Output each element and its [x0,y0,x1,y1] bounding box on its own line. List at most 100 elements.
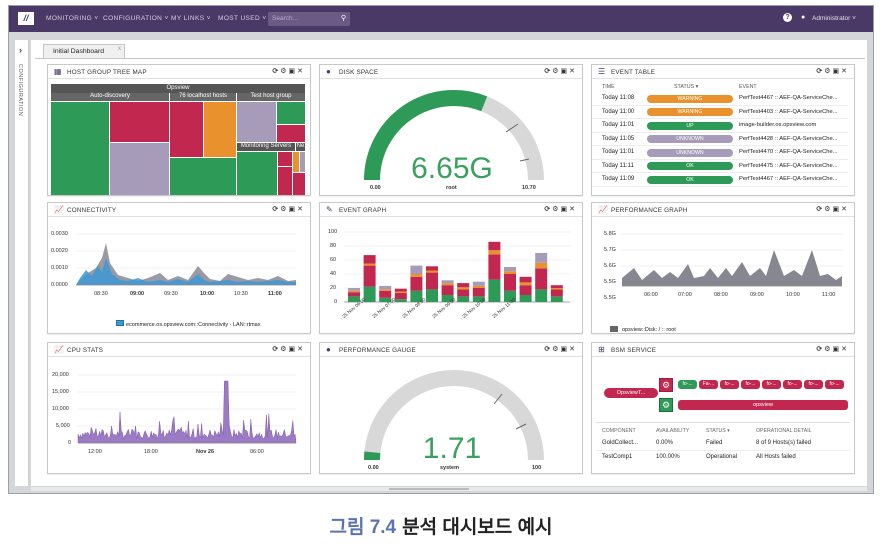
nav-my-links[interactable]: MY LINKS ˅ [171,15,211,22]
gauge-min: 0.00 [368,465,379,471]
bsm-chip[interactable]: fo-... [804,380,823,389]
treemap-cell[interactable] [51,102,109,195]
nav-monitoring[interactable]: MONITORING ˅ [46,15,99,22]
widget-tools[interactable]: ⟳⚙▣✕ [544,206,577,213]
treemap-cell[interactable] [277,102,305,124]
search-icon[interactable]: ⚲ [340,15,346,22]
widget-header: ☰ EVENT TABLE ⟳⚙▣✕ [592,65,854,79]
event-bar-segment [363,255,376,264]
event-name[interactable]: PerfTest4403 :: AEF-QA-ServiceChe... [739,108,838,115]
event-row[interactable]: Today 11:01 UNKNOWN PerfTest4470 :: AEF-QA… [592,146,848,160]
treemap-group-monitoring[interactable]: Monitoring Servers [237,143,295,151]
chevron-right-icon[interactable]: › [19,45,22,55]
col-component[interactable]: COMPONENT [602,428,636,434]
event-row[interactable]: Today 11:00 WARNING PerfTest4403 :: AEF-QA… [592,106,848,119]
user-menu[interactable]: Administrator ˅ [812,15,856,22]
tab-close-icon[interactable]: x [118,46,121,52]
event-name[interactable]: PerfTest4467 :: AEF-QA-ServiceChe... [739,176,838,182]
widget-header: ⊞ BSM SERVICE ⟳⚙▣✕ [592,343,854,357]
event-bar-segment [348,290,360,293]
bsm-node-bar[interactable]: opsview [678,400,848,410]
treemap-root[interactable]: Opsview [51,84,305,93]
gear-icon[interactable]: ⚙ [659,398,673,412]
bsm-chip[interactable]: fo-... [678,380,697,389]
treemap-group-ne[interactable]: Ne [296,143,305,151]
treemap-group-localhost[interactable]: 76 localhost hosts [170,93,236,101]
col-availability[interactable]: AVAILABILITY [656,428,690,434]
treemap-group-label: Monitoring Servers [240,143,292,149]
treemap-cell[interactable] [277,125,305,142]
gear-icon[interactable]: ⚙ [659,378,673,392]
widget-tools[interactable]: ⟳⚙▣✕ [544,346,577,353]
widget-tools[interactable]: ⟳⚙▣✕ [816,346,849,353]
event-name[interactable]: PerfTest4467 :: AEF-QA-ServiceChe... [739,95,838,101]
widget-tools[interactable]: ⟳⚙▣✕ [544,68,577,75]
bsm-component[interactable]: TestComp1 [602,454,633,460]
treemap-cell[interactable] [170,102,203,157]
x-tick: 11:00 [268,291,282,297]
tab-initial-dashboard[interactable]: Initial Dashboard x [43,44,125,58]
widget-tools[interactable]: ⟳⚙▣✕ [816,68,849,75]
bsm-chip[interactable]: fo-... [720,380,739,389]
widget-tools[interactable]: ⟳⚙▣✕ [272,346,305,353]
y-tick: 0.0000 [51,282,68,288]
event-name[interactable]: PerfTest4475 :: AEF-QA-ServiceChe... [739,162,838,169]
event-name[interactable]: image-builder.os.opsview.com [739,122,817,128]
widget-header: ● DISK SPACE ⟳⚙▣✕ [320,65,582,79]
event-name[interactable]: PerfTest4428 :: AEF-QA-ServiceChe... [739,135,838,142]
treemap-cell[interactable] [237,102,276,142]
event-bar-segment [426,266,438,271]
bsm-chip[interactable]: fo-... [762,380,781,389]
event-row[interactable]: Today 11:08 WARNING PerfTest4467 :: AEF-QA… [592,92,848,106]
chart-icon: 📈 [598,205,608,214]
help-icon[interactable]: ? [783,13,792,22]
treemap-cell[interactable] [278,152,292,166]
event-name[interactable]: PerfTest4470 :: AEF-QA-ServiceChe... [739,149,838,155]
bsm-node-left[interactable]: OpsviewT... [604,388,658,398]
user-icon[interactable]: ● [801,14,806,21]
nav-configuration[interactable]: CONFIGURATION ˅ [103,15,169,22]
event-row[interactable]: Today 11:01 UP image-builder.os.opsview.co… [592,119,848,133]
event-table: TIME STATUS ▾ EVENT Today 11:08 WARNING Pe… [592,80,854,195]
col-detail[interactable]: OPERATIONAL DETAIL [756,428,812,434]
col-event[interactable]: EVENT [739,84,757,90]
event-row[interactable]: Today 11:09 OK PerfTest4467 :: AEF-QA-Serv… [592,173,848,187]
treemap-cell[interactable] [110,102,169,142]
widget-title: BSM SERVICE [611,347,657,354]
treemap-cell[interactable] [293,173,305,195]
rail-label[interactable]: CONFIGURATION [17,64,23,117]
col-status[interactable]: STATUS ▾ [674,84,699,90]
treemap-cell[interactable] [170,158,236,195]
bsm-chip[interactable]: fo-... [825,380,844,389]
widget-title: EVENT TABLE [611,69,656,76]
treemap-cell[interactable] [110,143,169,195]
col-status[interactable]: STATUS ▾ [706,428,730,434]
y-tick: 20,000 [52,372,69,378]
opsview-logo[interactable]: // [18,12,34,25]
event-row[interactable]: Today 11:05 UNKNOWN PerfTest4428 :: AEF-QA… [592,133,848,146]
treemap-group-test[interactable]: Test host group [237,93,305,101]
bsm-chip[interactable]: Fa-... [699,380,718,389]
bsm-chip[interactable]: fo-... [741,380,760,389]
treemap-group-auto[interactable]: Auto-discovery [51,93,169,101]
widget-tools[interactable]: ⟳⚙▣✕ [816,206,849,213]
bsm-component[interactable]: GoldCollect... [602,440,639,446]
event-row[interactable]: Today 11:11 OK PerfTest4475 :: AEF-QA-Serv… [592,160,848,173]
scrollbar-thumb[interactable] [389,488,469,490]
treemap-cell[interactable] [300,152,305,172]
widget-tools[interactable]: ⟳⚙▣✕ [272,206,305,213]
treemap-cell[interactable] [293,152,299,172]
treemap-cell[interactable] [278,167,292,195]
x-tick: 08:30 [94,291,108,297]
treemap-cell[interactable] [204,102,236,157]
widget-tools[interactable]: ⟳⚙▣✕ [272,68,305,75]
nav-most-used[interactable]: MOST USED ˅ [218,15,267,22]
event-bar-segment [394,291,407,293]
col-time[interactable]: TIME [602,84,615,90]
bsm-chip[interactable]: fo-... [783,380,802,389]
event-bar-segment [394,292,407,300]
search-input[interactable]: Search... ⚲ [268,12,350,26]
treemap-cell[interactable] [237,152,277,195]
divider [596,450,850,451]
treemap-root-label: Opsview [166,85,190,91]
